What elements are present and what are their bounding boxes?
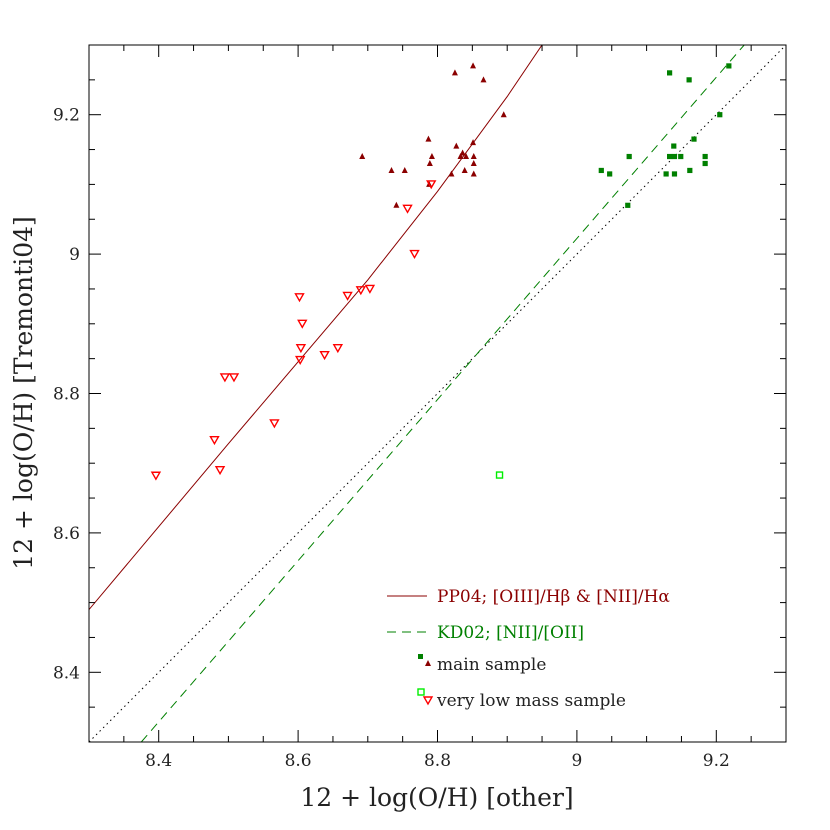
point-kd02-main [702, 160, 708, 167]
x-tick-label: 8.8 [424, 751, 451, 771]
point-kd02-main [663, 171, 669, 177]
point-kd02-main [598, 167, 604, 174]
point-kd02-main [667, 153, 673, 160]
kd02-fit-line [140, 45, 745, 742]
point-kd02-main [678, 153, 684, 160]
point-pp04-low-mass [402, 204, 413, 214]
point-kd02-main [625, 202, 631, 208]
point-pp04-main [451, 69, 458, 76]
point-pp04-main [470, 153, 477, 160]
x-tick-label: 9 [571, 751, 582, 771]
tick-labels: 8.4 8.6 8.8 9 9.2 8.4 8.6 8.8 9 9.2 [53, 106, 730, 771]
series-open-square [495, 471, 504, 479]
point-pp04-main [480, 76, 487, 83]
point-kd02-main [626, 153, 632, 160]
point-pp04-low-mass [297, 319, 308, 329]
point-kd02-main [717, 112, 723, 118]
point-pp04-main [470, 159, 477, 166]
legend-low-label: very low mass sample [436, 691, 626, 711]
legend-pp04-label: PP04; [OIII]/Hβ & [NII]/Hα [437, 587, 670, 607]
legend-main-square-marker [418, 654, 423, 659]
point-pp04-low-mass [332, 343, 344, 354]
point-pp04-low-mass [214, 465, 226, 476]
point-pp04-low-mass [295, 343, 307, 354]
point-pp04-main [448, 170, 455, 177]
series-filled-triangle [359, 62, 507, 208]
point-kd02-main [667, 70, 673, 76]
point-pp04-main [500, 111, 507, 118]
point-pp04-low-mass [364, 284, 376, 294]
point-pp04-main [401, 166, 408, 173]
y-tick-label: 8.8 [53, 385, 80, 405]
y-tick-label: 9.2 [53, 106, 80, 126]
point-pp04-main [428, 153, 435, 160]
point-pp04-low-mass [409, 249, 420, 260]
legend-low-triangle-marker [422, 696, 434, 706]
point-kd02-main [671, 153, 678, 160]
point-pp04-main [426, 159, 433, 166]
point-pp04-low-mass [150, 471, 162, 481]
point-pp04-main [463, 153, 470, 160]
x-tick-label: 9.2 [703, 751, 730, 771]
point-pp04-main [425, 135, 432, 142]
point-pp04-low-mass [228, 373, 240, 383]
y-tick-label: 9 [69, 245, 80, 265]
series-open-triangle-down [150, 180, 437, 481]
point-pp04-main [470, 139, 477, 146]
point-kd02-main [686, 77, 692, 83]
legend: PP04; [OIII]/Hβ & [NII]/Hα KD02; [NII]/[… [387, 587, 670, 711]
legend-main-triangle-marker [425, 660, 431, 666]
point-kd02-main [691, 136, 697, 142]
point-pp04-main [461, 166, 468, 173]
point-pp04-main [393, 201, 400, 208]
pp04-fit-line [89, 45, 543, 610]
point-pp04-low-mass [342, 291, 353, 301]
point-pp04-low-mass [209, 435, 220, 446]
point-pp04-low-mass [426, 180, 437, 190]
fit-lines [89, 45, 786, 742]
legend-main-label: main sample [437, 655, 546, 675]
point-pp04-low-mass [294, 355, 306, 365]
point-kd02-main [607, 171, 613, 177]
point-pp04-low-mass [319, 350, 330, 361]
axis-ticks [89, 45, 786, 742]
y-tick-label: 8.6 [53, 524, 80, 544]
point-kd02-main [671, 143, 677, 149]
legend-low-square-marker [417, 688, 425, 696]
y-axis-label: 12 + log(O/H) [Tremonti04] [9, 216, 38, 570]
point-pp04-main [470, 170, 477, 177]
series-filled-square [598, 63, 732, 208]
point-kd02-low-mass [495, 471, 504, 479]
point-pp04-main [459, 149, 466, 156]
x-tick-label: 8.4 [145, 751, 172, 771]
data-points [150, 62, 732, 481]
point-kd02-main [726, 63, 732, 69]
point-kd02-main [702, 153, 708, 160]
point-pp04-low-mass [269, 419, 280, 429]
point-pp04-main [359, 153, 366, 160]
point-pp04-main [470, 62, 477, 69]
point-pp04-main [388, 166, 395, 173]
one-to-one-line [89, 45, 786, 742]
point-pp04-low-mass [355, 286, 367, 296]
legend-kd02-label: KD02; [NII]/[OII] [437, 623, 584, 643]
point-kd02-main [687, 167, 693, 174]
point-pp04-low-mass [219, 373, 231, 383]
point-pp04-low-mass [294, 293, 305, 303]
y-tick-label: 8.4 [53, 663, 80, 683]
x-tick-label: 8.6 [285, 751, 312, 771]
point-kd02-main [671, 171, 678, 177]
x-axis-label: 12 + log(O/H) [other] [300, 783, 573, 812]
point-pp04-main [453, 142, 460, 149]
point-pp04-main [457, 153, 464, 160]
